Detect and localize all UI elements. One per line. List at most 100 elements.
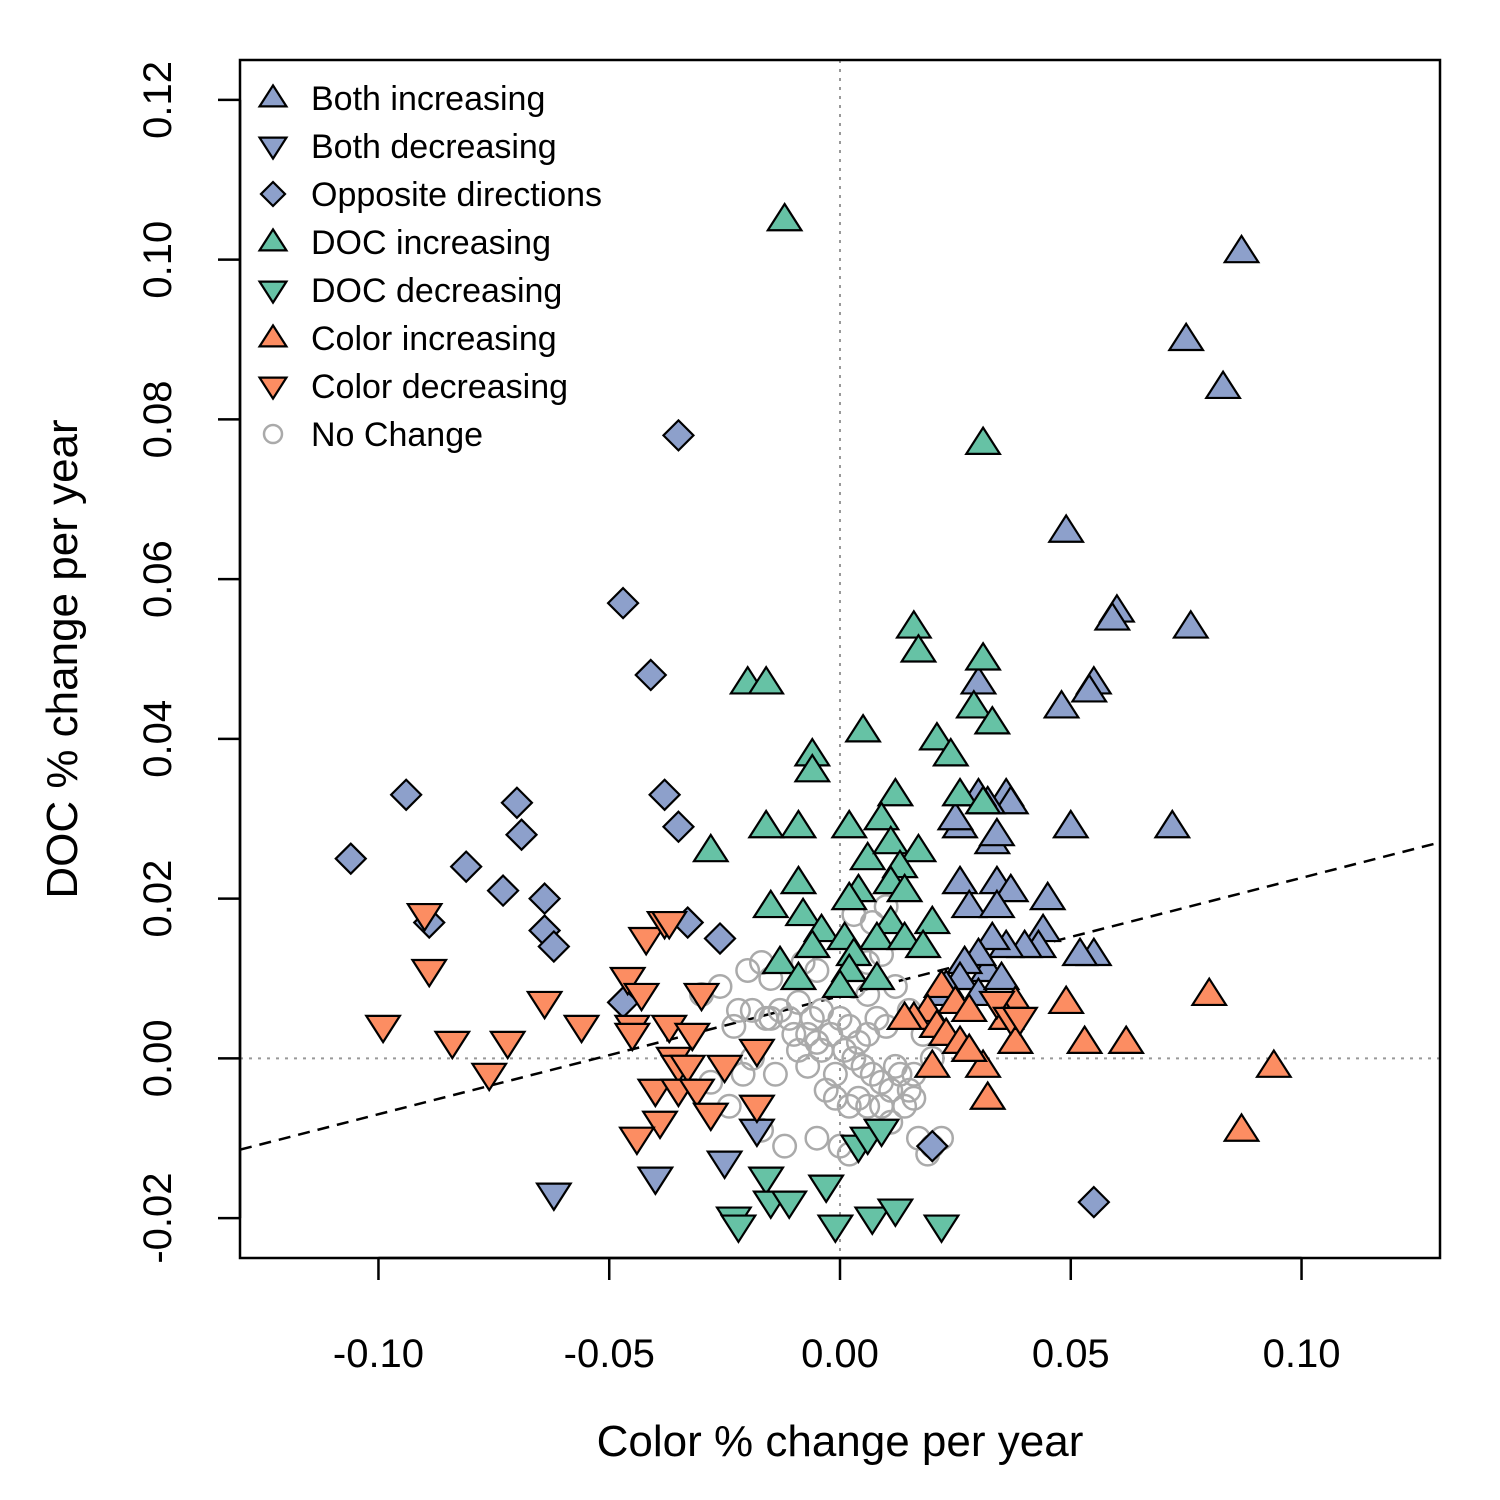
data-point [855,1093,881,1119]
data-point [941,776,979,807]
data-point [537,929,571,964]
y-tick-label: 0.06 [136,540,180,618]
legend-label: No Change [311,416,483,454]
x-axis-title: Color % change per year [597,1417,1084,1466]
data-point [915,1129,949,1163]
data-point [876,1198,915,1228]
data-point [871,904,910,935]
data-point [845,1085,871,1111]
data-point [691,1102,730,1133]
data-point [525,990,564,1021]
data-point [405,902,444,933]
y-tick-label: 0.02 [136,860,180,938]
series-doc-increasing [691,201,1012,999]
legend-marker [257,83,289,108]
data-point [1204,369,1242,400]
data-point [762,1061,788,1087]
data-point [922,968,961,999]
data-point [982,960,1021,991]
data-point [1077,1185,1111,1219]
data-point [528,882,562,916]
data-point [618,1126,656,1156]
data-point [389,778,423,812]
legend-label: DOC increasing [311,224,551,262]
data-point [613,1022,652,1053]
data-point [876,776,915,807]
data-point [606,586,640,620]
data-point [991,872,1030,903]
data-point [641,1110,679,1141]
data-point [978,816,1016,847]
legend-item: DOC decreasing [257,272,562,310]
data-point [678,1078,716,1109]
data-point [793,928,832,959]
y-tick-label: 0.12 [136,61,180,139]
data-point [901,1085,927,1111]
data-point [830,880,869,911]
data-point [776,1005,802,1031]
legend-label: Both increasing [311,80,545,118]
data-point [941,864,979,895]
legend-label: Color decreasing [311,368,568,406]
data-point [841,1045,867,1071]
series-both-decreasing [535,1118,776,1212]
legend-label: Both decreasing [311,128,557,166]
data-point [721,1013,747,1039]
data-point [1255,1048,1293,1078]
data-point [673,1022,712,1053]
data-point [848,840,887,871]
data-point [779,960,818,991]
data-point [779,808,818,839]
data-point [622,982,661,1013]
data-point [682,982,721,1013]
data-point [1222,233,1261,264]
x-tick-label: -0.10 [333,1332,424,1376]
legend-item: Color decreasing [257,368,568,406]
y-tick-label: 0.00 [136,1019,180,1097]
data-point [931,737,970,767]
x-tick-label: 0.00 [801,1332,879,1376]
data-point [871,824,910,855]
data-point [661,418,696,452]
data-point [922,1214,961,1244]
data-point [661,810,696,844]
data-point [859,1061,885,1087]
data-point [636,1166,675,1196]
data-point [668,1054,707,1085]
data-point [892,1093,918,1119]
trend-line [240,841,1440,1151]
data-point [964,1048,1002,1078]
data-point [634,658,668,692]
data-point [964,784,1002,815]
data-point [895,609,933,639]
series-both-increasing [922,233,1261,1007]
data-point [504,818,539,852]
data-point [844,713,882,743]
legend-marker [257,376,289,401]
data-point [918,721,956,751]
data-point [827,1005,853,1031]
data-point [627,926,665,957]
data-point [738,1094,776,1125]
data-point [804,957,830,983]
data-point [864,1005,890,1031]
data-point [804,1125,830,1151]
data-point [885,872,924,903]
legend: Both increasing Both decreasing Opposite d… [257,80,602,454]
data-point [795,1053,821,1079]
legend-item: Opposite directions [259,176,602,214]
legend-item: DOC increasing [257,224,551,262]
data-point [845,1029,871,1055]
data-point [648,778,682,812]
data-point [1171,609,1210,639]
data-point [858,920,896,951]
data-point [885,1000,924,1030]
data-point [950,888,989,919]
data-point [535,1182,573,1212]
series-color-increasing [885,968,1293,1142]
data-point [899,633,938,663]
legend-label: Opposite directions [311,176,602,214]
data-point [959,665,998,695]
data-point [1051,808,1090,839]
data-point [978,888,1016,919]
